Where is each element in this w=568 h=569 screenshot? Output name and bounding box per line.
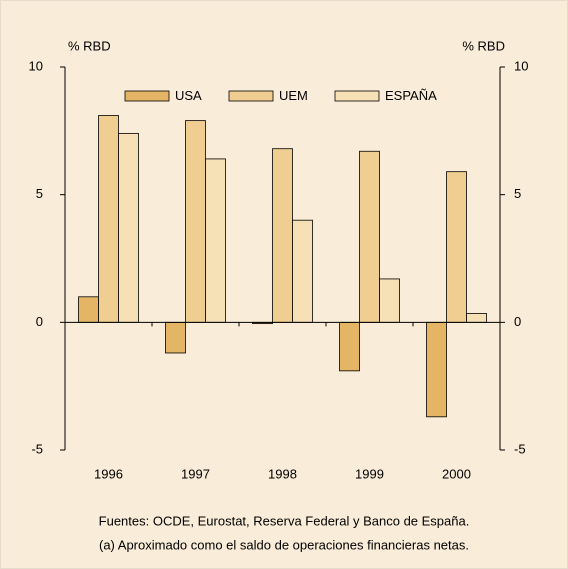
bar xyxy=(185,120,206,323)
y-tick-label: -5 xyxy=(31,441,43,456)
bar xyxy=(359,150,380,323)
y-tick-label: 0 xyxy=(36,314,43,329)
bar xyxy=(118,132,139,323)
bar xyxy=(292,219,313,323)
x-tick-label: 1997 xyxy=(181,466,210,481)
y-axis-label: % RBD xyxy=(68,38,111,53)
bar xyxy=(165,321,186,354)
note: Fuentes: OCDE, Eurostat, Reserva Federal… xyxy=(99,513,470,528)
bar xyxy=(205,158,226,323)
y2-tick-label: 5 xyxy=(514,186,521,201)
bar xyxy=(426,321,447,418)
legend-swatch xyxy=(228,90,274,102)
x-tick-label: 1998 xyxy=(268,466,297,481)
legend-swatch xyxy=(334,90,380,102)
x-tick-label: 1999 xyxy=(355,466,384,481)
legend-swatch xyxy=(124,90,170,102)
legend-label: UEM xyxy=(279,88,308,103)
y2-tick-label: 0 xyxy=(514,314,521,329)
y-tick-label: 5 xyxy=(36,186,43,201)
y-tick-label: 10 xyxy=(29,58,43,73)
y2-tick-label: -5 xyxy=(514,441,526,456)
legend-label: USA xyxy=(175,88,202,103)
bar xyxy=(446,171,467,323)
bar xyxy=(272,148,293,323)
y2-tick-label: 10 xyxy=(514,58,528,73)
y2-axis-label: % RBD xyxy=(462,38,505,53)
bar xyxy=(78,296,99,323)
bar xyxy=(98,115,119,323)
bar xyxy=(379,278,400,323)
bar xyxy=(466,312,487,323)
note: (a) Aproximado como el saldo de operacio… xyxy=(99,537,469,552)
bar xyxy=(339,321,360,372)
x-tick-label: 2000 xyxy=(442,466,471,481)
legend-label: ESPAÑA xyxy=(385,88,437,103)
x-tick-label: 1996 xyxy=(94,466,123,481)
